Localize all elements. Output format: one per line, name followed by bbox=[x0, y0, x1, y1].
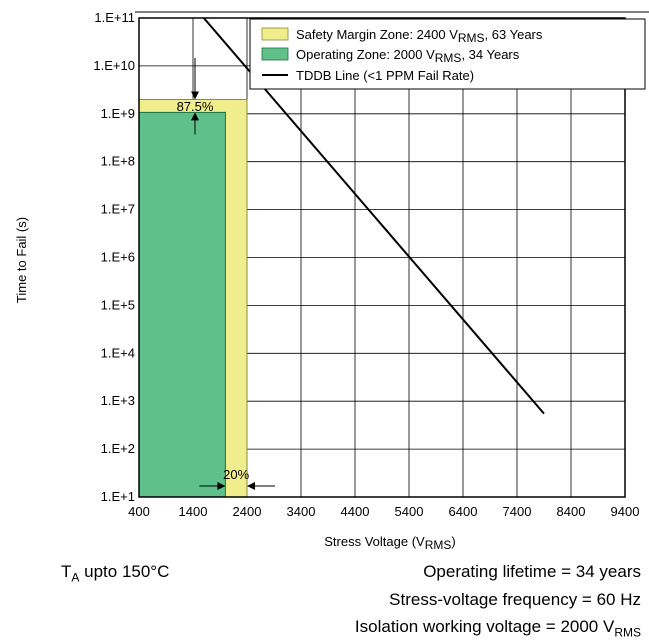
y-tick-label: 1.E+3 bbox=[101, 393, 135, 408]
y-tick-label: 1.E+4 bbox=[101, 345, 135, 360]
y-tick-labels: 1.E+1 1.E+2 1.E+3 1.E+4 1.E+5 1.E+6 1.E+7 1.E+8… bbox=[93, 10, 135, 504]
annotations: 87.5% 20% bbox=[177, 58, 275, 490]
x-tick-label: 7400 bbox=[503, 504, 532, 519]
x-tick-label: 1400 bbox=[179, 504, 208, 519]
x-tick-labels: 400 1400 2400 3400 4400 5400 6400 7400 8400 9400 bbox=[128, 504, 639, 519]
legend-box bbox=[249, 18, 646, 90]
y-tick-label: 1.E+2 bbox=[101, 441, 135, 456]
y-tick-label: 1.E+9 bbox=[101, 106, 135, 121]
stress-frequency-note: Stress-voltage frequency = 60 Hz bbox=[389, 590, 641, 609]
x-tick-label: 2400 bbox=[233, 504, 262, 519]
gap-arrow-down-head bbox=[191, 91, 199, 100]
y-tick-label: 1.E+10 bbox=[93, 58, 135, 73]
plot-frame bbox=[138, 17, 626, 498]
operating-zone bbox=[138, 111, 226, 498]
x-tick-label: 8400 bbox=[557, 504, 586, 519]
operating-lifetime-note: Operating lifetime = 34 years bbox=[423, 562, 641, 581]
x-tick-label: 400 bbox=[128, 504, 150, 519]
legend-entry-operating: Operating Zone: 2000 VRMS, 34 Years bbox=[296, 47, 520, 65]
legend-swatch-safety bbox=[261, 27, 289, 41]
y-axis-title: Time to Fail (s) bbox=[14, 217, 29, 303]
x-tick-label: 9400 bbox=[611, 504, 640, 519]
x-axis-title: Stress Voltage (VRMS) bbox=[324, 534, 455, 552]
annotation-87-5: 87.5% bbox=[177, 99, 214, 114]
y-tick-label: 1.E+11 bbox=[94, 10, 135, 25]
isolation-voltage-note: Isolation working voltage = 2000 VRMS bbox=[354, 617, 641, 640]
x-tick-label: 4400 bbox=[341, 504, 370, 519]
annotation-20: 20% bbox=[223, 467, 249, 482]
zones bbox=[138, 98, 248, 498]
gap-arrow-up-head bbox=[191, 112, 199, 121]
legend-entry-safety: Safety Margin Zone: 2400 VRMS, 63 Years bbox=[296, 27, 543, 45]
y-tick-label: 1.E+5 bbox=[101, 297, 135, 312]
legend: Safety Margin Zone: 2400 VRMS, 63 Years … bbox=[249, 18, 646, 90]
y-tick-label: 1.E+8 bbox=[101, 154, 135, 169]
y-tick-label: 1.E+7 bbox=[101, 202, 135, 217]
y-tick-label: 1.E+1 bbox=[101, 489, 135, 504]
x-tick-label: 5400 bbox=[395, 504, 424, 519]
ttf-chart: 400 1400 2400 3400 4400 5400 6400 7400 8400 9400 … bbox=[14, 10, 649, 552]
x-tick-label: 6400 bbox=[449, 504, 478, 519]
legend-entry-tddb: TDDB Line (<1 PPM Fail Rate) bbox=[296, 68, 474, 83]
y-tick-label: 1.E+6 bbox=[101, 250, 135, 265]
gap-arrow-right-head bbox=[217, 482, 226, 490]
gap-arrow-left-head bbox=[247, 482, 255, 490]
ambient-temp-note: TA upto 150°C bbox=[61, 562, 170, 585]
legend-swatch-operating bbox=[261, 47, 289, 61]
x-tick-label: 3400 bbox=[287, 504, 316, 519]
